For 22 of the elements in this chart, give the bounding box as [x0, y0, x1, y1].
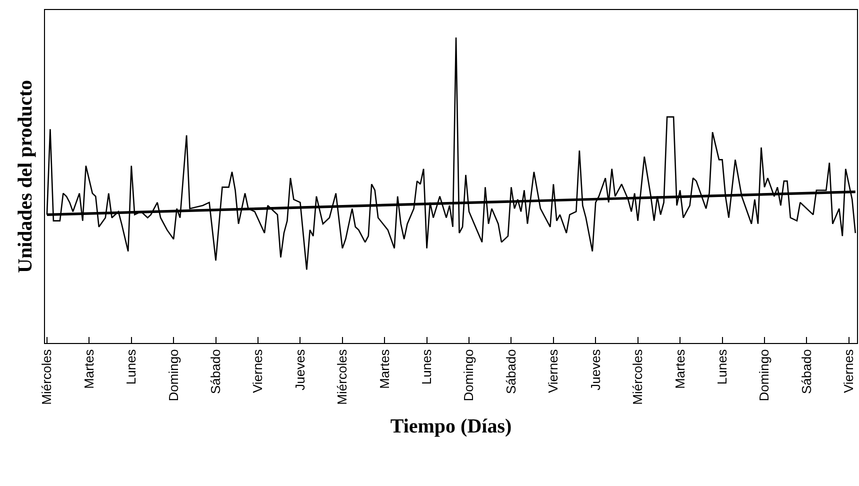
x-axis-title: Tiempo (Días): [390, 415, 512, 438]
x-tick-label: Sábado: [798, 349, 814, 394]
x-tick-label: Domingo: [166, 349, 181, 402]
x-tick-label: Viernes: [250, 348, 266, 394]
x-tick-label: Sábado: [503, 349, 518, 394]
y-axis-title: Unidades del producto: [14, 80, 36, 274]
x-tick-label: Miércoles: [630, 348, 646, 405]
x-tick-label: Jueves: [292, 348, 308, 390]
x-tick-label: Sábado: [208, 349, 224, 394]
x-tick-label: Martes: [672, 348, 688, 389]
x-tick-label: Domingo: [461, 349, 476, 402]
x-tick-label: Domingo: [756, 349, 772, 402]
x-tick-label: Martes: [376, 348, 392, 389]
x-tick-label: Viernes: [546, 348, 561, 394]
x-tick-label: Miércoles: [39, 348, 54, 405]
x-tick-label: Lunes: [419, 348, 434, 385]
x-tick-label: Lunes: [124, 348, 139, 385]
x-tick-label: Lunes: [714, 348, 730, 385]
x-tick-label: Viernes: [841, 348, 856, 394]
x-tick-label: Martes: [81, 348, 96, 389]
x-tick-label: Jueves: [588, 348, 603, 390]
x-tick-label: Miércoles: [334, 348, 350, 405]
